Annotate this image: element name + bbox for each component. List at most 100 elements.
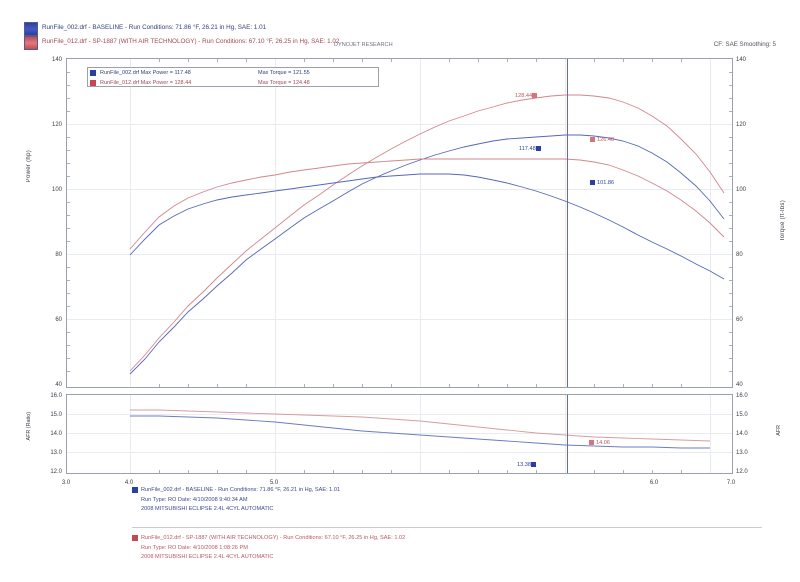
axis-tick xyxy=(333,470,334,473)
afr-y-left-tick: 12.0 xyxy=(50,469,62,475)
afr-y-left-tick: 14.0 xyxy=(50,431,62,437)
afr-y-right-ticks: 16.0 15.0 14.0 13.0 12.0 xyxy=(736,393,762,475)
axis-tick xyxy=(729,176,732,177)
axis-tick xyxy=(536,59,537,62)
axis-tick xyxy=(681,384,682,387)
y-right-tick: 60 xyxy=(736,317,743,323)
callout-blue-right-torque: 101.86 xyxy=(590,180,614,186)
y-left-tick: 60 xyxy=(55,317,62,323)
y-left-tick: 40 xyxy=(55,382,62,388)
curve-blue-afr xyxy=(130,415,710,449)
footer-red-line1: RunFile_012.drf - SP-1887 (WITH AIR TECH… xyxy=(141,535,406,541)
axis-tick xyxy=(729,358,732,359)
axis-tick xyxy=(729,345,732,346)
axis-tick xyxy=(67,163,70,164)
x-tick: 5.0 xyxy=(269,480,279,486)
callout-afr-blue: 13.38 xyxy=(517,462,538,468)
axis-tick xyxy=(729,371,732,372)
afr-plot[interactable]: 14.06 13.38 xyxy=(66,394,733,474)
legend-red-torque-label: Max Torque = 124.48 xyxy=(258,80,310,86)
legend-row-red: RunFile_012.drf Max Power = 128.44 Max T… xyxy=(90,79,378,88)
gridline-v xyxy=(710,395,711,473)
footer-blue-line2: Run Type: RO Date: 4/10/2008 9:40:34 AM xyxy=(141,496,248,503)
axis-tick xyxy=(67,228,70,229)
callout-red-peak-power-value: 128.44 xyxy=(515,93,533,99)
callout-afr-blue-value: 13.38 xyxy=(517,462,531,468)
afr-y-right-tick: 15.0 xyxy=(736,412,748,418)
footer-red-line2: Run Type: RO Date: 4/10/2008 1:08:26 PM xyxy=(141,544,248,551)
afr-y-right-tick: 14.0 xyxy=(736,431,748,437)
red-series-swatch-icon xyxy=(24,36,38,50)
callout-marker-icon xyxy=(531,462,536,468)
afr-y-left-ticks: 16.0 15.0 14.0 13.0 12.0 xyxy=(38,393,62,475)
curve-blue-torque xyxy=(129,173,725,280)
axis-tick xyxy=(67,267,70,268)
axis-tick xyxy=(246,59,247,62)
gridline-h xyxy=(67,452,732,453)
legend-blue-torque-label: Max Torque = 121.55 xyxy=(258,70,310,76)
chart-header: RunFile_002.drf - BASELINE - Run Conditi… xyxy=(24,22,784,56)
callout-red-right-torque: 126.48 xyxy=(590,137,614,143)
gridline-v xyxy=(275,395,276,473)
axis-tick xyxy=(594,470,595,473)
callout-afr-red: 14.06 xyxy=(589,440,610,446)
power-torque-plot[interactable]: RunFile_002.drf Max Power = 117.48 Max T… xyxy=(66,58,733,388)
afr-y-axis-right-label: AFR xyxy=(776,425,782,436)
axis-tick xyxy=(478,470,479,473)
axis-tick xyxy=(333,59,334,62)
y-axis-right-ticks: 140 120 100 80 60 40 xyxy=(736,57,762,388)
axis-tick xyxy=(729,137,732,138)
gridline-h xyxy=(67,254,732,255)
curve-red-power xyxy=(129,94,725,372)
afr-y-right-tick: 16.0 xyxy=(736,393,748,399)
afr-y-axis-left-label: AFR (Ratio) xyxy=(26,412,32,441)
cursor-line[interactable] xyxy=(567,395,568,473)
axis-tick xyxy=(729,72,732,73)
legend-red-swatch-icon xyxy=(90,80,96,86)
y-left-tick: 100 xyxy=(51,187,62,193)
y-left-tick: 140 xyxy=(51,57,62,63)
axis-tick xyxy=(67,137,70,138)
footer-blue-line1: RunFile_002.drf - BASELINE - Run Conditi… xyxy=(141,487,341,493)
legend-row-blue: RunFile_002.drf Max Power = 117.48 Max T… xyxy=(90,69,378,78)
gridline-v xyxy=(420,395,421,473)
axis-tick xyxy=(333,384,334,387)
axis-tick xyxy=(729,150,732,151)
axis-tick xyxy=(304,470,305,473)
axis-tick xyxy=(449,59,450,62)
axis-tick xyxy=(67,371,70,372)
callout-marker-icon xyxy=(535,146,541,152)
footer-run-blue: RunFile_002.drf - BASELINE - Run Conditi… xyxy=(132,486,340,515)
axis-tick xyxy=(159,384,160,387)
axis-tick xyxy=(681,470,682,473)
footer-red-swatch-icon xyxy=(132,534,138,541)
axis-tick xyxy=(391,384,392,387)
x-tick: 3.0 xyxy=(61,480,71,486)
x-tick: 7.0 xyxy=(726,480,736,486)
axis-tick xyxy=(507,470,508,473)
axis-tick xyxy=(652,384,653,387)
cursor-line[interactable] xyxy=(567,59,568,387)
y-axis-left-ticks: 140 120 100 80 60 40 xyxy=(38,57,62,388)
axis-tick xyxy=(217,470,218,473)
legend-blue-power-label: RunFile_002.drf Max Power = 117.48 xyxy=(100,70,191,76)
axis-tick xyxy=(159,470,160,473)
axis-tick xyxy=(391,59,392,62)
afr-y-right-tick: 12.0 xyxy=(736,469,748,475)
y-axis-left-label: Power (hp) xyxy=(26,150,32,183)
y-right-tick: 100 xyxy=(736,187,747,193)
axis-tick xyxy=(536,384,537,387)
gridline-v xyxy=(275,59,276,387)
callout-afr-red-value: 14.06 xyxy=(596,440,610,446)
gridline-h xyxy=(67,189,732,190)
axis-tick xyxy=(246,384,247,387)
axis-tick xyxy=(623,59,624,62)
axis-tick xyxy=(159,59,160,62)
gridline-h xyxy=(67,319,732,320)
footer-red-line1-row: RunFile_012.drf - SP-1887 (WITH AIR TECH… xyxy=(132,534,405,544)
x-tick: 6.0 xyxy=(649,480,659,486)
callout-marker-icon xyxy=(590,180,595,186)
axis-tick xyxy=(67,85,70,86)
footer-blue-swatch-icon xyxy=(132,486,138,493)
